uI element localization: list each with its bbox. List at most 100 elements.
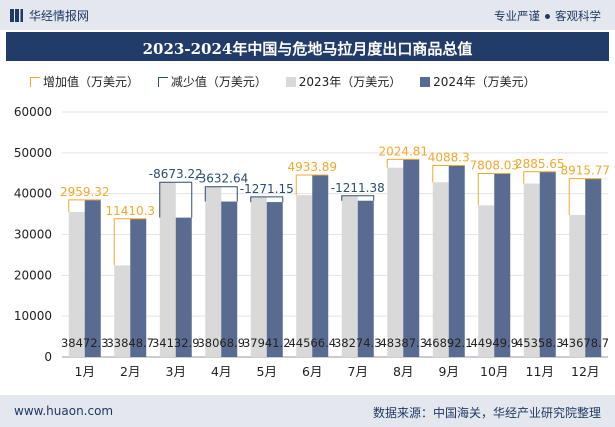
x-tick-label: 4月 [211,364,231,379]
x-tick-label: 5月 [257,364,277,379]
value-label: 38274.3 [334,336,382,350]
increase-marker [568,178,602,216]
bar-2024 [221,201,238,357]
x-tick-label: 12月 [571,364,599,379]
bar-2024 [84,199,101,357]
x-tick-label: 3月 [166,364,186,379]
x-tick-label: 11月 [526,364,554,379]
bar-2023 [478,205,495,357]
value-label: 38472.3 [61,336,109,350]
increase-marker [113,218,147,266]
legend-2023: 2023年（万美元） [285,73,402,90]
value-label: 44566.4 [288,336,336,350]
x-tick-label: 10月 [480,364,508,379]
decrease-marker [204,186,238,202]
change-label: 2024.81 [378,144,428,158]
tagline-1: 专业严谨 [494,9,540,23]
change-label: 8915.77 [560,164,610,178]
chart-plot: 0 10000 20000 30000 40000 50000 60000 2959.32 38… [14,105,610,379]
change-label: 11410.3 [105,204,155,218]
title-bar: 2023-2024年中国与危地马拉月度出口商品总值 [6,32,609,61]
increase-marker [477,172,511,206]
x-tick-label: 9月 [439,364,459,379]
decrease-marker [250,196,284,203]
x-tick-label: 6月 [302,364,322,379]
increase-marker [68,199,101,212]
bar-2023 [114,265,131,357]
bar-2023 [523,183,540,357]
tagline: 专业严谨 客观科学 [494,8,601,24]
bar-2023 [159,182,176,357]
tagline-2: 客观科学 [555,9,601,23]
footer-bar: www.huaon.com 数据来源：中国海关，华经产业研究院整理 [0,395,615,427]
x-tick-label: 8月 [393,364,413,379]
change-label: 4933.89 [287,160,337,174]
y-tick-label: 60000 [14,105,52,119]
value-label: 44949.9 [470,336,518,350]
y-tick-label: 30000 [14,228,52,242]
value-label: 38068.9 [197,336,245,350]
legend-swatch-increase [30,77,40,87]
bar-2023 [205,186,222,357]
legend-label-increase: 增加值（万美元） [43,75,140,89]
change-label: 2885.65 [515,157,565,171]
value-label: 33848.7 [106,336,154,350]
bar-chart-icon [10,9,23,22]
bar-2023 [68,211,85,357]
y-tick-label: 40000 [14,187,52,201]
bar-2024 [130,218,147,357]
legend-increase: 增加值（万美元） [30,73,139,90]
bar-2024 [403,159,420,357]
chart-legend: 增加值（万美元） 减少值（万美元） 2023年（万美元） 2024年（万美元） [30,73,551,89]
legend-swatch-decrease [157,77,168,87]
bar-2023 [432,182,449,357]
brand-name: 华经情报网 [29,9,90,23]
change-label: 7808.03 [469,158,519,172]
y-tick-label: 20000 [14,268,52,282]
decrease-marker [159,181,193,218]
top-banner: 华经情报网 专业严谨 客观科学 [0,0,615,30]
bar-2024 [494,173,511,357]
increase-marker [432,165,465,183]
bar-2024 [312,175,329,357]
chart-title: 2023-2024年中国与危地马拉月度出口商品总值 [142,40,473,58]
legend-label-2023: 2023年（万美元） [298,75,402,89]
value-label: 37941.2 [243,336,291,350]
y-tick-label: 0 [44,350,52,364]
bullet-icon [545,14,550,19]
increase-marker [386,158,420,168]
decrease-marker [341,195,375,201]
website-link[interactable]: www.huaon.com [14,404,114,418]
bar-2023 [569,215,586,357]
bar-2023 [387,167,404,357]
legend-decrease: 减少值（万美元） [157,73,267,90]
value-label: 34132.9 [152,336,200,350]
bar-2023 [296,195,313,357]
legend-label-decrease: 减少值（万美元） [170,75,267,89]
bar-2023 [250,196,267,357]
increase-marker [523,171,556,184]
y-tick-label: 50000 [14,146,52,160]
change-label: -1211.38 [331,181,385,195]
bar-2024 [266,202,283,357]
value-label: 46892.1 [425,336,473,350]
data-source: 数据来源：中国海关，华经产业研究院整理 [372,406,601,420]
x-tick-label: 2月 [120,364,140,379]
change-label: 4088.3 [428,151,470,165]
bar-2024 [175,217,192,357]
legend-2024: 2024年（万美元） [420,73,536,90]
change-label: -3632.64 [194,172,248,186]
brand-logo: 华经情报网 [10,7,89,24]
legend-swatch-2023 [285,77,296,87]
bar-2023 [341,195,358,357]
value-label: 48387.3 [379,336,427,350]
y-tick-label: 10000 [14,309,52,323]
legend-label-2024: 2024年（万美元） [433,75,536,89]
value-label: 43678.7 [561,336,609,350]
change-label: 2959.32 [60,185,110,199]
x-tick-label: 7月 [348,364,368,379]
bar-2024 [357,200,374,357]
x-tick-label: 1月 [75,364,95,379]
value-label: 45358.3 [516,336,564,350]
bar-2024 [585,178,602,357]
